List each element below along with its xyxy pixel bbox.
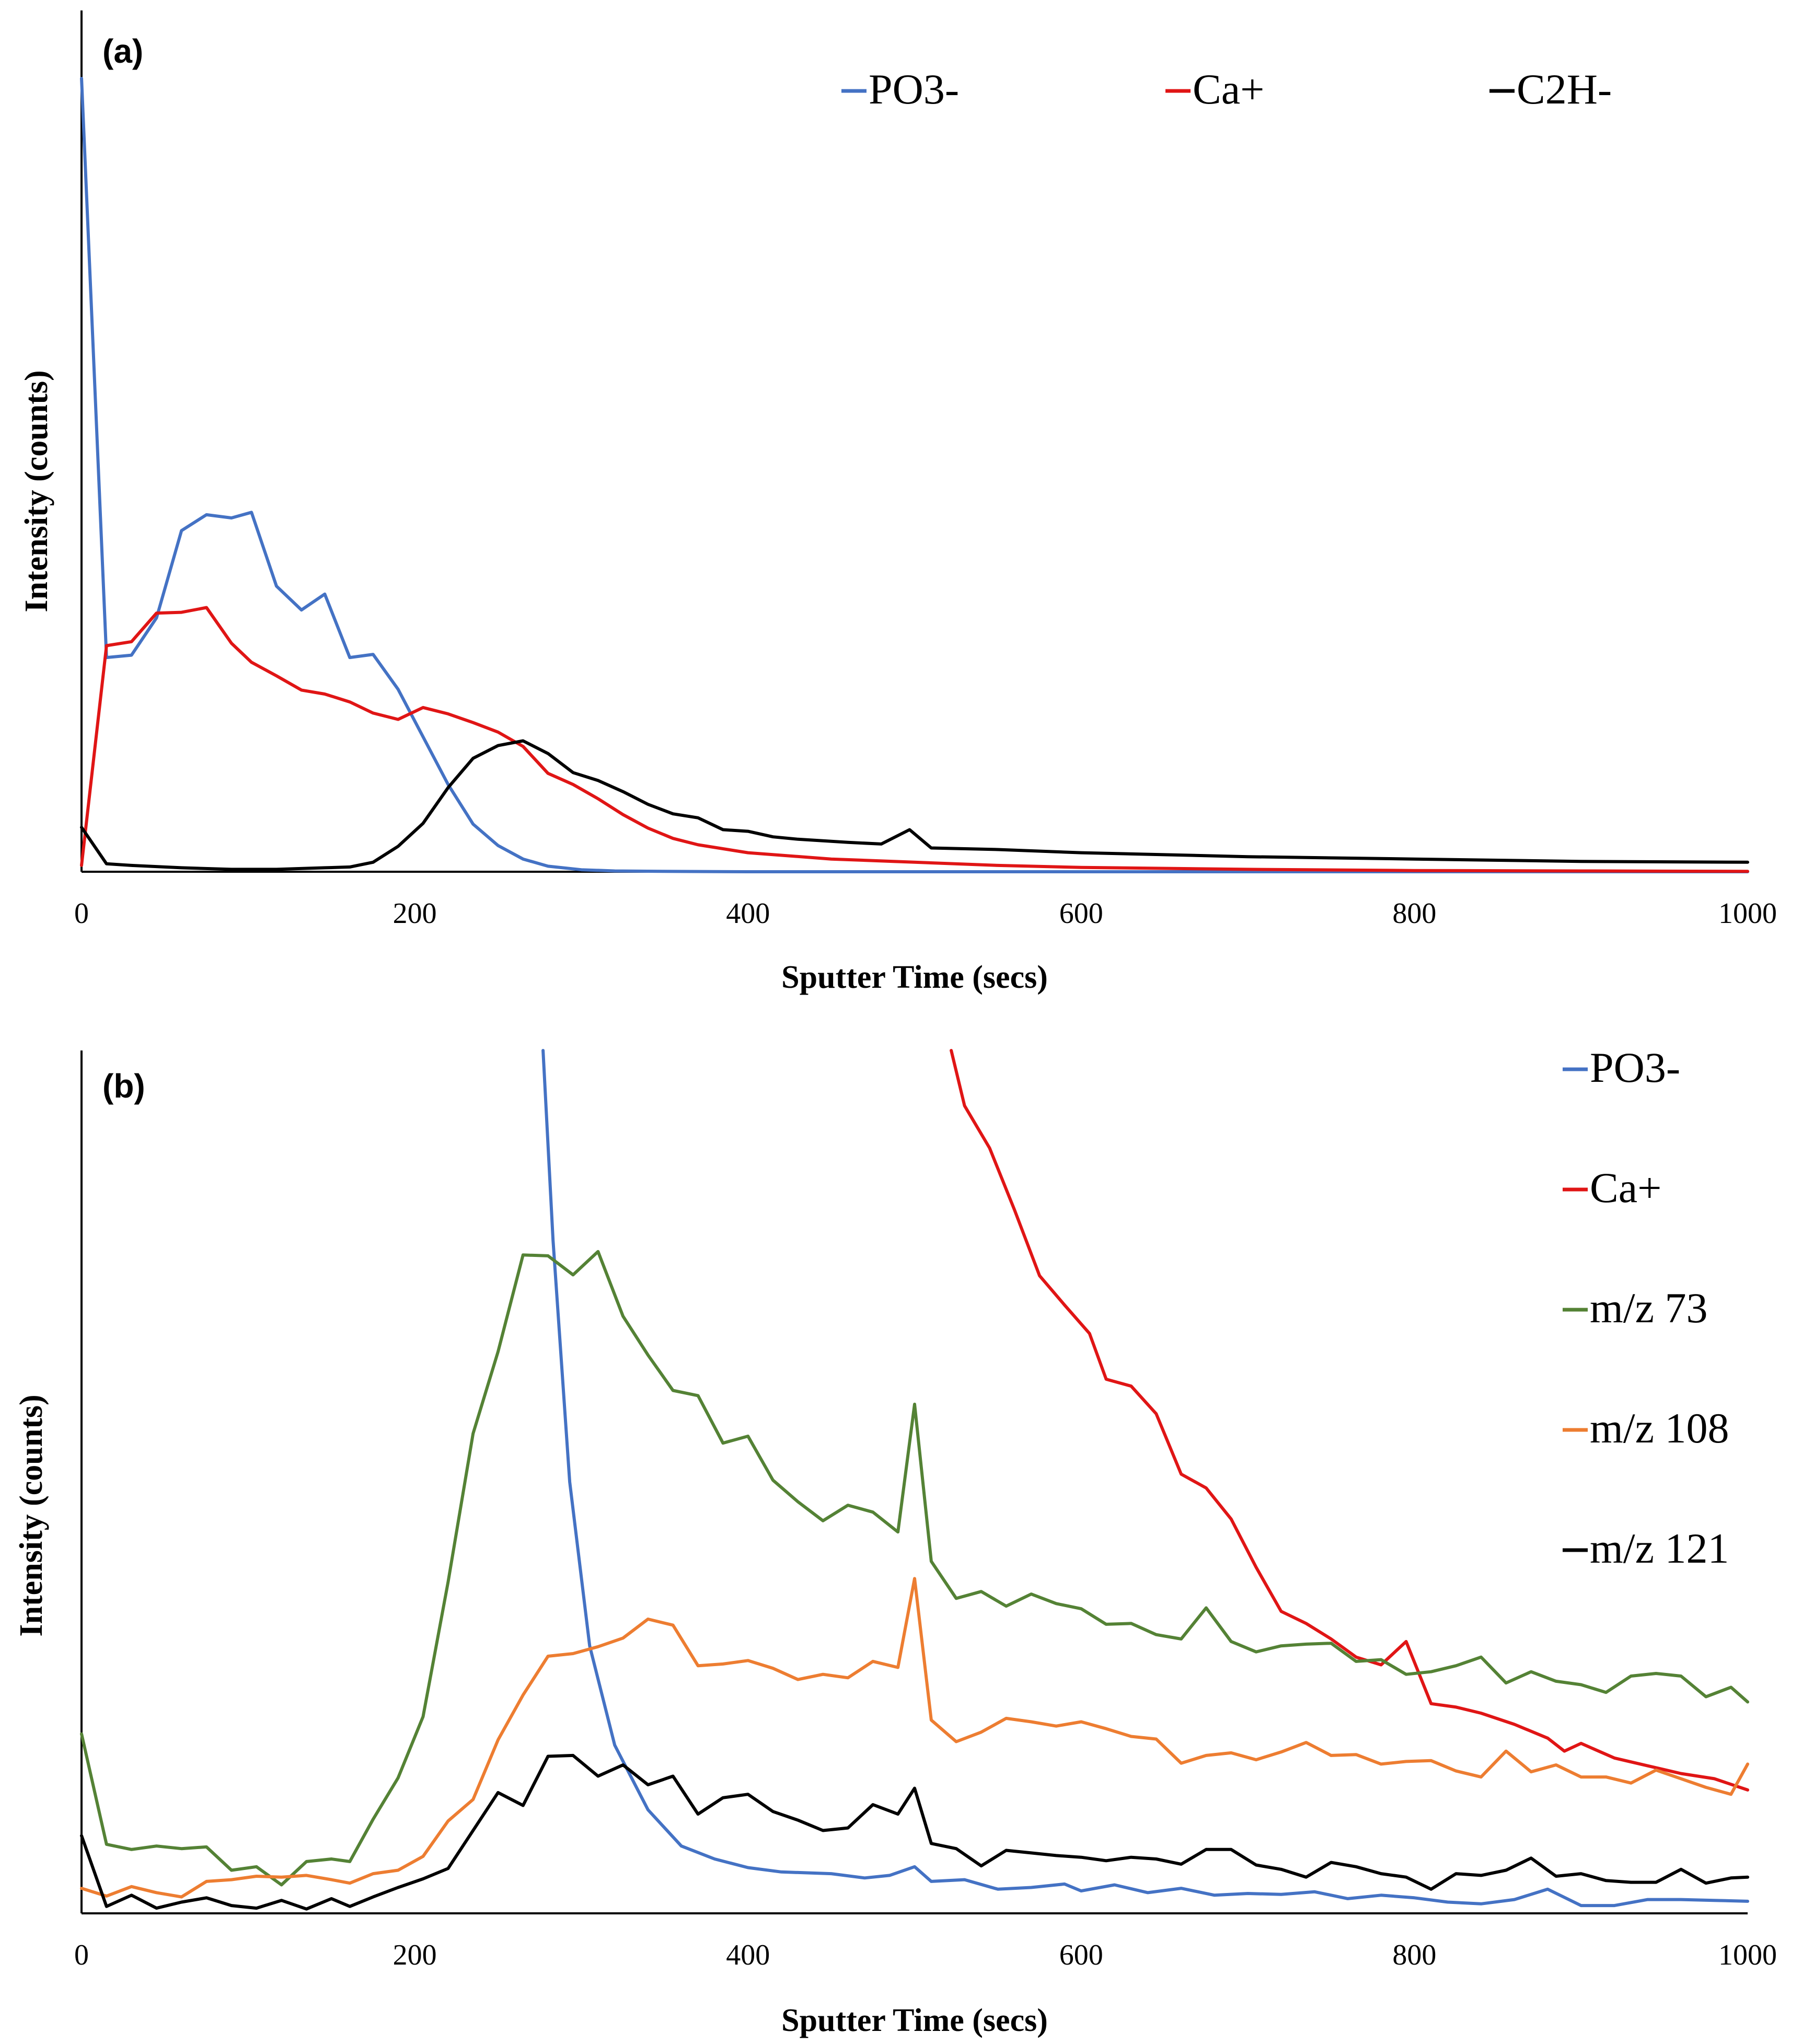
x-tick-label: 1000 xyxy=(1718,897,1777,930)
x-tick-label: 400 xyxy=(726,1939,770,1971)
series-line-po3 xyxy=(80,77,1749,873)
x-tick-label: 800 xyxy=(1392,897,1436,930)
chart-panel-a: 0 200 400 600 800 1000 PO3- Ca+ C2H- (a) Sputte… xyxy=(19,10,1777,995)
x-tick-label: 200 xyxy=(393,1939,437,1971)
x-tick-label: 800 xyxy=(1392,1939,1436,1971)
series-line-m-z-73 xyxy=(80,1250,1749,1887)
x-tick-label: 200 xyxy=(393,897,437,930)
x-tick-label: 400 xyxy=(726,897,770,930)
series-line-m-z-121 xyxy=(80,1753,1749,1911)
legend-label: m/z 73 xyxy=(1590,1284,1707,1332)
legend-label: C2H- xyxy=(1517,65,1612,113)
legend-label: m/z 108 xyxy=(1590,1404,1729,1452)
legend-item-po3: PO3- xyxy=(841,65,959,113)
x-tick-label: 600 xyxy=(1059,897,1103,930)
legend: PO3- Ca+ m/z 73 m/z 108 m/z 121 xyxy=(1563,1044,1729,1572)
panel-label: (a) xyxy=(102,32,143,70)
series-layer xyxy=(80,77,1749,873)
legend-item-c2h: C2H- xyxy=(1489,65,1612,113)
legend-label: PO3- xyxy=(1590,1044,1680,1091)
legend-item-ca: Ca+ xyxy=(1563,1164,1661,1211)
series-line-m-z-108 xyxy=(80,1577,1749,1899)
series-line-c2h xyxy=(80,739,1749,871)
legend-item-m-z-108: m/z 108 xyxy=(1563,1404,1729,1452)
legend-label: m/z 121 xyxy=(1590,1525,1729,1572)
series-line-ca xyxy=(950,1049,1749,1792)
legend-label: Ca+ xyxy=(1193,65,1264,113)
legend-item-ca: Ca+ xyxy=(1165,65,1264,113)
x-tick-label: 0 xyxy=(74,1939,89,1971)
x-tick-labels: 0 200 400 600 800 1000 xyxy=(74,1939,1777,1971)
y-axis-title: Intensity (counts) xyxy=(14,1394,49,1636)
legend-label: Ca+ xyxy=(1590,1164,1661,1211)
y-axis-title: Intensity (counts) xyxy=(19,370,54,612)
legend-item-po3: PO3- xyxy=(1563,1044,1680,1091)
series-line-po3 xyxy=(541,1049,1749,1908)
x-axis-title: Sputter Time (secs) xyxy=(781,960,1048,995)
legend-label: PO3- xyxy=(869,65,959,113)
legend-item-m-z-73: m/z 73 xyxy=(1563,1284,1707,1332)
x-tick-label: 600 xyxy=(1059,1939,1103,1971)
x-axis-title: Sputter Time (secs) xyxy=(781,2003,1048,2038)
chart-panel-b: 0 200 400 600 800 1000 PO3- Ca+ m/z 73 m/z 108 m/… xyxy=(14,1044,1777,2038)
x-tick-label: 0 xyxy=(74,897,89,930)
series-line-ca xyxy=(80,606,1749,873)
x-tick-labels: 0 200 400 600 800 1000 xyxy=(74,897,1777,930)
legend-item-m-z-121: m/z 121 xyxy=(1563,1525,1729,1572)
panel-label: (b) xyxy=(102,1067,145,1105)
x-tick-label: 1000 xyxy=(1718,1939,1777,1971)
series-layer xyxy=(80,1049,1749,1911)
legend: PO3- Ca+ C2H- xyxy=(841,65,1612,113)
